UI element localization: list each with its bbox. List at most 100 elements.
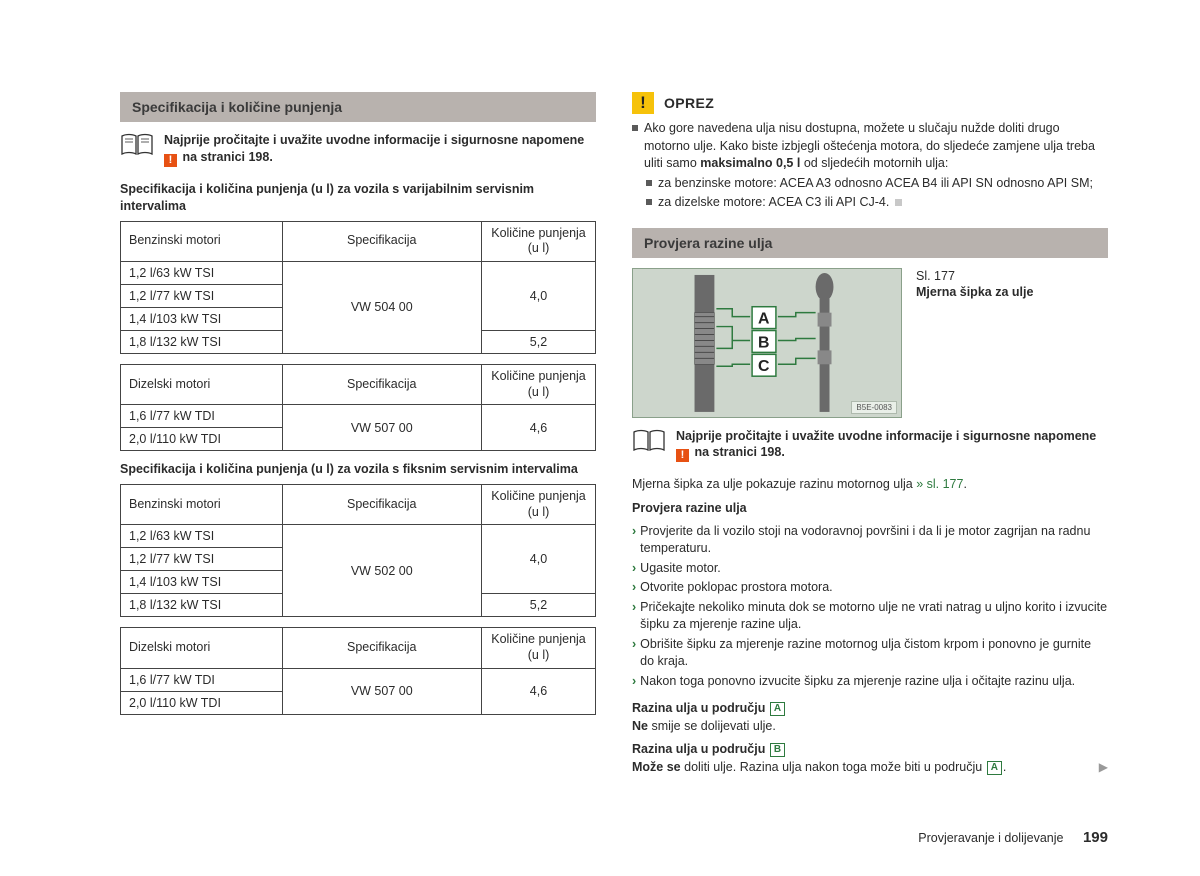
table-cell: 1,6 l/77 kW TDI <box>121 405 283 428</box>
table-cell: 2,0 l/110 kW TDI <box>121 428 283 451</box>
footer-section: Provjeravanje i dolijevanje <box>918 831 1063 845</box>
warning-bullet-1: za benzinske motore: ACEA A3 odnosno ACE… <box>646 175 1108 193</box>
warning-title: OPREZ <box>664 95 714 111</box>
chevron-icon: › <box>632 673 636 691</box>
th-spec: Specifikacija <box>282 628 482 668</box>
th-engine: Benzinski motori <box>121 221 283 261</box>
zone-badge-b: B <box>770 743 785 757</box>
th-engine: Dizelski motori <box>121 364 283 404</box>
figure-code: B5E-0083 <box>851 401 897 414</box>
figure-caption: Sl. 177 Mjerna šipka za ulje <box>916 268 1033 418</box>
warning-triangle-icon: ! <box>632 92 654 114</box>
zone-c-label: C <box>758 358 770 375</box>
table-cell: 1,2 l/77 kW TSI <box>121 548 283 571</box>
section-header-check: Provjera razine ulja <box>632 228 1108 258</box>
bullet-icon <box>646 180 652 186</box>
table-fixed-dizel: Dizelski motori Specifikacija Količine p… <box>120 627 596 714</box>
table-cell: 1,6 l/77 kW TDI <box>121 668 283 691</box>
end-mark-icon <box>895 199 902 206</box>
left-column: Specifikacija i količine punjenja Najpri… <box>120 92 596 782</box>
dipstick-figure: A B C <box>632 268 902 418</box>
step-5: ›Obrišite šipku za mjerenje razine motor… <box>632 636 1108 671</box>
intro-text: Mjerna šipka za ulje pokazuje razinu mot… <box>632 477 916 491</box>
dipstick-intro: Mjerna šipka za ulje pokazuje razinu mot… <box>632 476 1108 494</box>
warning-square-icon: ! <box>164 154 177 167</box>
subheading-fixed: Specifikacija i količina punjenja (u l) … <box>120 461 596 478</box>
table-cell: 1,2 l/63 kW TSI <box>121 525 283 548</box>
th-spec: Specifikacija <box>282 364 482 404</box>
figure-title: Mjerna šipka za ulje <box>916 285 1033 299</box>
step-text: Provjerite da li vozilo stoji na vodorav… <box>640 523 1108 558</box>
table-cell: VW 507 00 <box>282 405 482 451</box>
warning-square-icon: ! <box>676 449 689 462</box>
section-header-spec: Specifikacija i količine punjenja <box>120 92 596 122</box>
bullet-icon <box>632 125 638 131</box>
read-first-block-2: Najprije pročitajte i uvažite uvodne inf… <box>632 428 1108 463</box>
warning-sub: za benzinske motore: ACEA A3 odnosno ACE… <box>658 175 1093 193</box>
th-spec: Specifikacija <box>282 221 482 261</box>
table-cell: 5,2 <box>482 594 596 617</box>
warning-text: od sljedećih motornih ulja: <box>800 156 948 170</box>
table-variable-dizel: Dizelski motori Specifikacija Količine p… <box>120 364 596 451</box>
step-6: ›Nakon toga ponovno izvucite šipku za mj… <box>632 673 1108 691</box>
th-qty: Količine punjenja (u l) <box>482 628 596 668</box>
th-engine: Benzinski motori <box>121 485 283 525</box>
continue-icon: ▶ <box>1099 759 1108 776</box>
table-cell: 4,6 <box>482 405 596 451</box>
figure-block: A B C <box>632 268 1108 418</box>
th-qty: Količine punjenja (u l) <box>482 485 596 525</box>
book-icon <box>120 132 154 161</box>
chevron-icon: › <box>632 579 636 597</box>
chevron-icon: › <box>632 636 636 671</box>
figure-link: » sl. 177 <box>916 477 963 491</box>
read-first-line2: na stranici 198. <box>694 445 784 459</box>
table-cell: 1,8 l/132 kW TSI <box>121 330 283 353</box>
book-icon <box>632 428 666 457</box>
table-cell: VW 507 00 <box>282 668 482 714</box>
step-text: Ugasite motor. <box>640 560 1108 578</box>
step-text: Obrišite šipku za mjerenje razine motorn… <box>640 636 1108 671</box>
table-fixed-benzin: Benzinski motori Specifikacija Količine … <box>120 484 596 617</box>
zone-badge-a: A <box>770 702 785 716</box>
chevron-icon: › <box>632 599 636 634</box>
right-column: ! OPREZ Ako gore navedena ulja nisu dost… <box>632 92 1108 782</box>
step-text: Nakon toga ponovno izvucite šipku za mje… <box>640 673 1108 691</box>
zone-text: smije se dolijevati ulje. <box>648 719 776 733</box>
table-cell: VW 504 00 <box>282 261 482 353</box>
table-cell: 1,2 l/63 kW TSI <box>121 261 283 284</box>
step-text: Pričekajte nekoliko minuta dok se motorn… <box>640 599 1108 634</box>
subheading-variable: Specifikacija i količina punjenja (u l) … <box>120 181 596 215</box>
page-footer: Provjeravanje i dolijevanje 199 <box>918 829 1108 846</box>
table-cell: 1,8 l/132 kW TSI <box>121 594 283 617</box>
zone-a-label: A <box>758 310 770 327</box>
zone-b-block: Razina ulja u području B Može se doliti … <box>632 741 1108 776</box>
zone-bold: Može se <box>632 760 681 774</box>
read-first-line1: Najprije pročitajte i uvažite uvodne inf… <box>676 429 1096 443</box>
table-cell: VW 502 00 <box>282 525 482 617</box>
zone-title: Razina ulja u području <box>632 742 769 756</box>
warning-bullet-main: Ako gore navedena ulja nisu dostupna, mo… <box>632 120 1108 173</box>
step-2: ›Ugasite motor. <box>632 560 1108 578</box>
table-cell: 1,2 l/77 kW TSI <box>121 284 283 307</box>
read-first-text: Najprije pročitajte i uvažite uvodne inf… <box>164 132 584 167</box>
th-qty: Količine punjenja (u l) <box>482 221 596 261</box>
read-first-text: Najprije pročitajte i uvažite uvodne inf… <box>676 428 1096 463</box>
table-cell: 1,4 l/103 kW TSI <box>121 571 283 594</box>
th-engine: Dizelski motori <box>121 628 283 668</box>
step-1: ›Provjerite da li vozilo stoji na vodora… <box>632 523 1108 558</box>
read-first-block: Najprije pročitajte i uvažite uvodne inf… <box>120 132 596 167</box>
zone-a-block: Razina ulja u području A Ne smije se dol… <box>632 700 1108 735</box>
th-spec: Specifikacija <box>282 485 482 525</box>
th-qty: Količine punjenja (u l) <box>482 364 596 404</box>
zone-text: doliti ulje. Razina ulja nakon toga može… <box>681 760 986 774</box>
zone-b-label: B <box>758 334 769 351</box>
bullet-icon <box>646 199 652 205</box>
zone-title: Razina ulja u području <box>632 701 769 715</box>
step-text: Otvorite poklopac prostora motora. <box>640 579 1108 597</box>
chevron-icon: › <box>632 560 636 578</box>
table-cell: 4,6 <box>482 668 596 714</box>
warning-bullet-2: za dizelske motore: ACEA C3 ili API CJ-4… <box>646 194 1108 212</box>
zone-badge-a: A <box>987 761 1002 775</box>
chevron-icon: › <box>632 523 636 558</box>
figure-number: Sl. 177 <box>916 268 1033 285</box>
